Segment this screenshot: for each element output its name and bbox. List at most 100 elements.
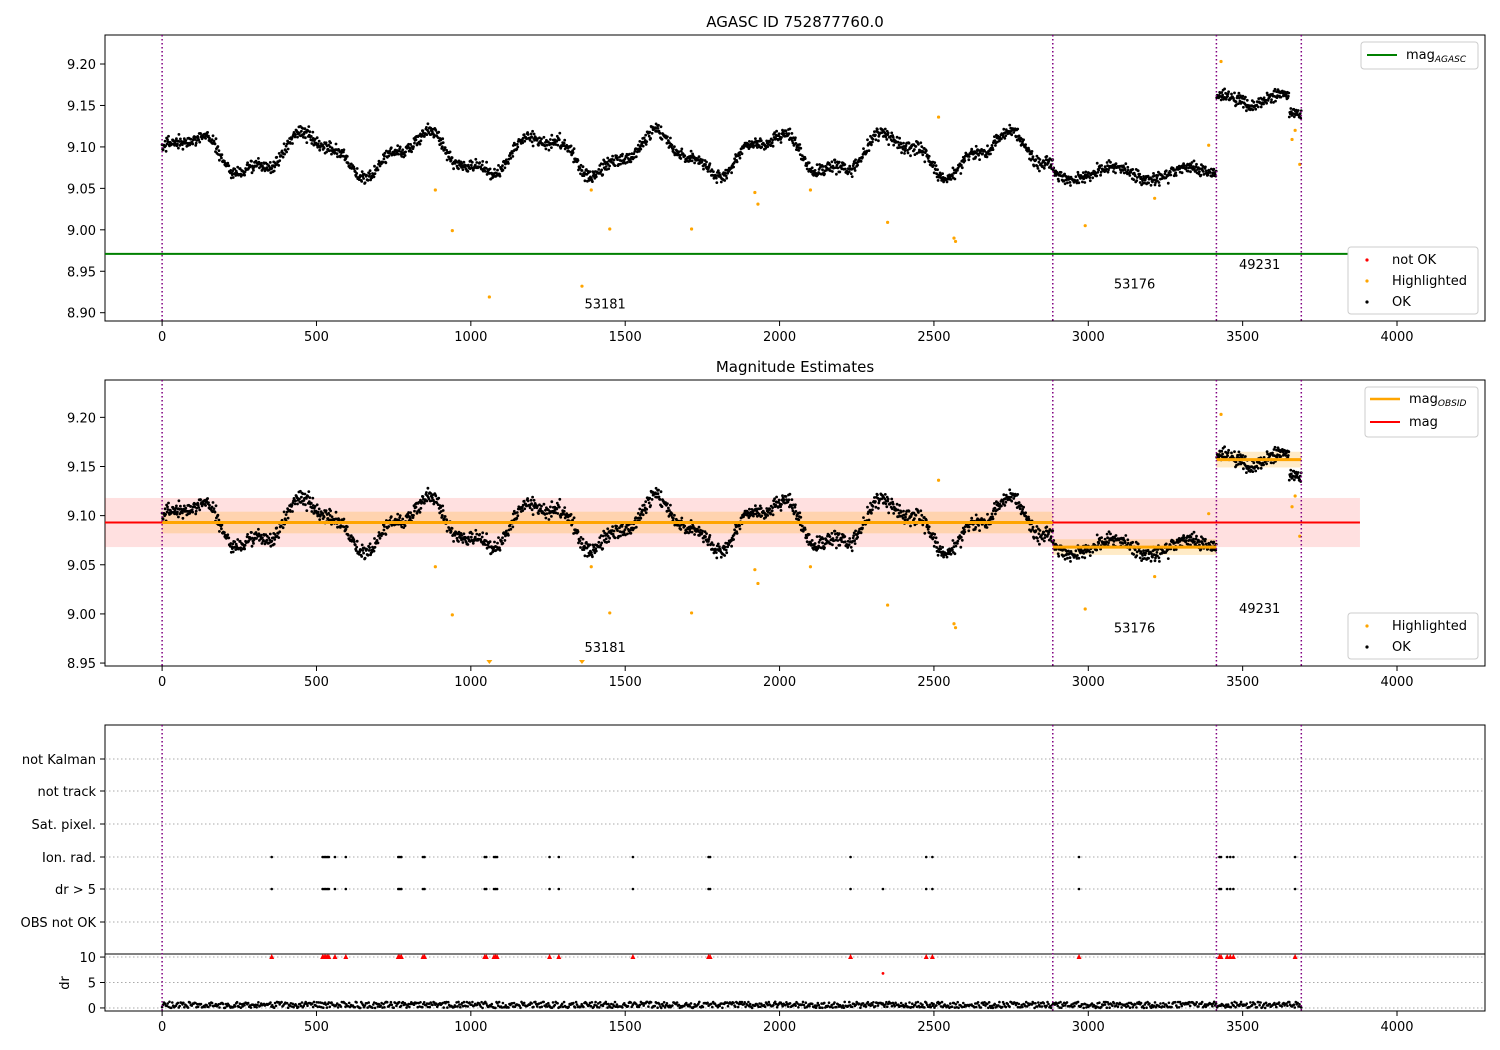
ok-point — [578, 166, 582, 170]
ok-point — [529, 132, 533, 136]
ok-point — [190, 508, 194, 512]
x-tick-label: 2000 — [763, 675, 796, 690]
ok-point — [1186, 169, 1190, 173]
ok-point — [275, 526, 279, 530]
legend-highlighted-label: Highlighted — [1392, 274, 1467, 289]
ok-point — [257, 157, 260, 160]
flag-point — [931, 855, 934, 859]
highlighted-point — [450, 229, 454, 233]
ok-point — [1287, 115, 1291, 119]
ok-point — [904, 144, 908, 148]
ok-point — [1149, 183, 1153, 187]
ok-point — [439, 506, 443, 509]
ok-point — [532, 132, 536, 136]
ok-point — [1112, 543, 1115, 547]
flag-row-label: Sat. pixel. — [32, 818, 96, 833]
ok-point — [792, 503, 795, 507]
ok-point — [558, 131, 562, 135]
ok-point — [883, 493, 887, 496]
ok-point — [1189, 170, 1192, 174]
ok-point — [1008, 123, 1012, 127]
ok-point — [903, 518, 907, 522]
ok-point — [537, 512, 540, 515]
x-tick-label: 2000 — [763, 1020, 796, 1035]
flags-x-axis: 0 500 1000 1500 2000 2500 3000 3500 4000 — [158, 1011, 1414, 1035]
ok-point — [903, 149, 907, 153]
ok-point — [346, 533, 350, 537]
ok-point — [216, 145, 220, 148]
ok-point — [396, 512, 400, 516]
ok-point — [954, 171, 958, 175]
ok-point — [474, 528, 478, 532]
ok-point — [1069, 550, 1073, 553]
ok-point — [853, 539, 856, 543]
dr-point — [199, 1002, 203, 1006]
ok-point — [719, 555, 723, 559]
ok-point — [310, 510, 314, 513]
ok-point — [1045, 525, 1049, 529]
ok-point — [831, 543, 834, 547]
ok-point — [368, 172, 371, 176]
flag-point — [931, 887, 934, 891]
ok-point — [528, 138, 532, 142]
ok-point — [1133, 174, 1137, 178]
ok-point — [994, 144, 997, 147]
ok-point — [300, 129, 303, 133]
ok-point — [1230, 451, 1233, 455]
ok-point — [559, 515, 563, 519]
ok-point — [207, 134, 210, 138]
ok-point — [384, 533, 388, 536]
ok-point — [305, 141, 309, 145]
ok-point — [445, 158, 449, 162]
flag-row-label: dr > 5 — [55, 883, 96, 898]
ok-point — [852, 531, 856, 535]
ok-point — [260, 542, 264, 545]
ok-point — [708, 162, 712, 166]
ok-point — [790, 498, 794, 501]
ok-point — [218, 530, 221, 533]
ok-point — [621, 152, 624, 156]
ok-point — [243, 543, 247, 547]
ok-point — [206, 497, 210, 500]
ok-point — [346, 162, 350, 165]
ok-point — [914, 513, 918, 517]
ok-point — [569, 513, 573, 516]
ok-point — [794, 142, 798, 145]
ok-point — [620, 525, 624, 528]
ok-point — [1155, 551, 1159, 554]
ok-point — [750, 508, 754, 511]
ok-point — [974, 526, 978, 529]
ok-point — [412, 145, 415, 149]
ok-point — [1265, 450, 1269, 454]
dr-point — [255, 1006, 258, 1009]
ok-point — [935, 172, 938, 176]
ok-point — [853, 542, 857, 545]
ok-point — [838, 170, 842, 174]
ok-point — [1098, 538, 1101, 542]
ok-point — [701, 529, 704, 533]
ok-point — [1030, 150, 1034, 153]
ok-point — [450, 527, 454, 530]
ok-point — [355, 539, 359, 543]
ok-point — [791, 507, 794, 510]
ok-point — [1043, 161, 1047, 165]
obsid-label: 49231 — [1239, 258, 1280, 273]
ok-point — [1066, 181, 1069, 185]
ok-point — [800, 524, 804, 528]
ok-point — [273, 538, 277, 541]
ok-point — [771, 138, 774, 142]
y-tick-label: 9.00 — [67, 608, 96, 623]
ok-point — [310, 142, 314, 145]
ok-point — [1273, 445, 1277, 449]
ok-point — [597, 540, 601, 544]
ok-point — [1076, 179, 1079, 182]
ok-point — [656, 126, 660, 130]
ok-point — [1107, 541, 1110, 545]
ok-point — [733, 528, 736, 532]
ok-point — [928, 160, 932, 164]
ok-point — [657, 495, 661, 499]
x-tick-label: 1000 — [454, 675, 487, 690]
ok-point — [758, 504, 762, 508]
ok-point — [1190, 532, 1194, 536]
ok-point — [545, 512, 549, 515]
